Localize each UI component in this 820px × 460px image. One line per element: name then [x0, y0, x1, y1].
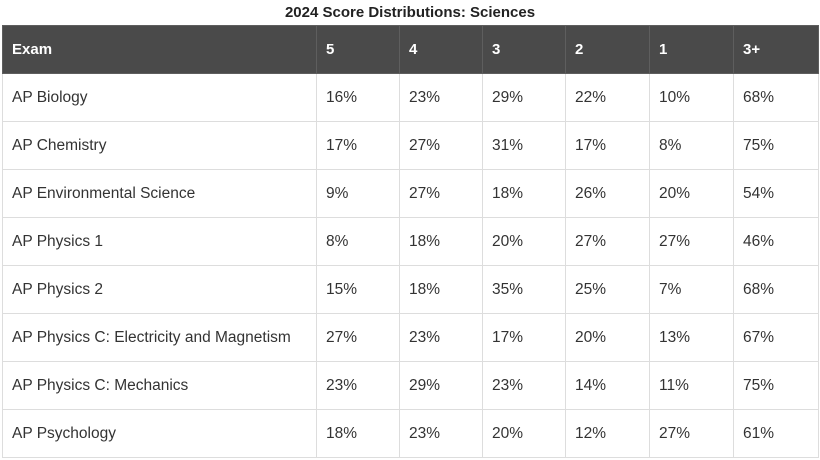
- cell-score-2: 27%: [565, 217, 650, 266]
- column-header-3-plus: 3+: [733, 25, 819, 74]
- column-header-score-2: 2: [565, 25, 650, 74]
- header-row: Exam 5 4 3 2 1 3+: [2, 25, 819, 74]
- cell-score-4: 18%: [399, 265, 483, 314]
- cell-3-plus: 46%: [733, 217, 819, 266]
- cell-score-4: 23%: [399, 409, 483, 458]
- cell-score-1: 11%: [649, 361, 734, 410]
- cell-score-2: 17%: [565, 121, 650, 170]
- cell-score-5: 8%: [316, 217, 400, 266]
- cell-3-plus: 75%: [733, 121, 819, 170]
- exam-name-cell: AP Physics C: Mechanics: [2, 361, 317, 410]
- cell-score-5: 17%: [316, 121, 400, 170]
- cell-score-1: 27%: [649, 409, 734, 458]
- cell-3-plus: 68%: [733, 73, 819, 122]
- cell-3-plus: 68%: [733, 265, 819, 314]
- cell-score-3: 23%: [482, 361, 566, 410]
- cell-3-plus: 54%: [733, 169, 819, 218]
- cell-score-3: 18%: [482, 169, 566, 218]
- cell-score-5: 9%: [316, 169, 400, 218]
- column-header-score-3: 3: [482, 25, 566, 74]
- cell-score-3: 20%: [482, 217, 566, 266]
- cell-score-2: 20%: [565, 313, 650, 362]
- table-row: AP Chemistry 17% 27% 31% 17% 8% 75%: [2, 121, 819, 170]
- table-row: AP Physics C: Mechanics 23% 29% 23% 14% 11% 75…: [2, 361, 819, 410]
- cell-score-3: 31%: [482, 121, 566, 170]
- cell-score-3: 17%: [482, 313, 566, 362]
- table-title: 2024 Score Distributions: Sciences: [284, 4, 536, 21]
- cell-score-4: 18%: [399, 217, 483, 266]
- cell-score-5: 23%: [316, 361, 400, 410]
- table-row: AP Biology 16% 23% 29% 22% 10% 68%: [2, 73, 819, 122]
- exam-name-cell: AP Physics 2: [2, 265, 317, 314]
- cell-score-1: 27%: [649, 217, 734, 266]
- cell-score-1: 7%: [649, 265, 734, 314]
- cell-score-5: 16%: [316, 73, 400, 122]
- exam-name-cell: AP Chemistry: [2, 121, 317, 170]
- column-header-score-4: 4: [399, 25, 483, 74]
- exam-name-cell: AP Physics C: Electricity and Magnetism: [2, 313, 317, 362]
- table-row: AP Psychology 18% 23% 20% 12% 27% 61%: [2, 409, 819, 458]
- cell-score-3: 20%: [482, 409, 566, 458]
- cell-3-plus: 75%: [733, 361, 819, 410]
- cell-score-2: 14%: [565, 361, 650, 410]
- cell-score-4: 27%: [399, 169, 483, 218]
- table-row: AP Physics C: Electricity and Magnetism 2…: [2, 313, 819, 362]
- table-row: AP Environmental Science 9% 27% 18% 26% 20% 54…: [2, 169, 819, 218]
- cell-score-3: 35%: [482, 265, 566, 314]
- exam-name-cell: AP Physics 1: [2, 217, 317, 266]
- cell-score-4: 27%: [399, 121, 483, 170]
- cell-score-4: 23%: [399, 313, 483, 362]
- cell-score-5: 18%: [316, 409, 400, 458]
- table-row: AP Physics 2 15% 18% 35% 25% 7% 68%: [2, 265, 819, 314]
- table-row: AP Physics 1 8% 18% 20% 27% 27% 46%: [2, 217, 819, 266]
- cell-score-4: 23%: [399, 73, 483, 122]
- cell-score-3: 29%: [482, 73, 566, 122]
- cell-score-1: 8%: [649, 121, 734, 170]
- column-header-score-1: 1: [649, 25, 734, 74]
- cell-score-1: 13%: [649, 313, 734, 362]
- cell-score-2: 22%: [565, 73, 650, 122]
- column-header-score-5: 5: [316, 25, 400, 74]
- cell-3-plus: 67%: [733, 313, 819, 362]
- cell-score-2: 26%: [565, 169, 650, 218]
- exam-name-cell: AP Psychology: [2, 409, 317, 458]
- score-distribution-table: Exam 5 4 3 2 1 3+ AP Biology 16% 23% 29% 22%…: [2, 25, 819, 458]
- exam-name-cell: AP Environmental Science: [2, 169, 317, 218]
- exam-name-cell: AP Biology: [2, 73, 317, 122]
- cell-score-4: 29%: [399, 361, 483, 410]
- cell-score-5: 27%: [316, 313, 400, 362]
- cell-score-2: 12%: [565, 409, 650, 458]
- column-header-exam: Exam: [2, 25, 317, 74]
- cell-score-2: 25%: [565, 265, 650, 314]
- cell-score-1: 20%: [649, 169, 734, 218]
- cell-score-5: 15%: [316, 265, 400, 314]
- table-body: AP Biology 16% 23% 29% 22% 10% 68% AP Chemistry…: [2, 73, 819, 458]
- cell-score-1: 10%: [649, 73, 734, 122]
- cell-3-plus: 61%: [733, 409, 819, 458]
